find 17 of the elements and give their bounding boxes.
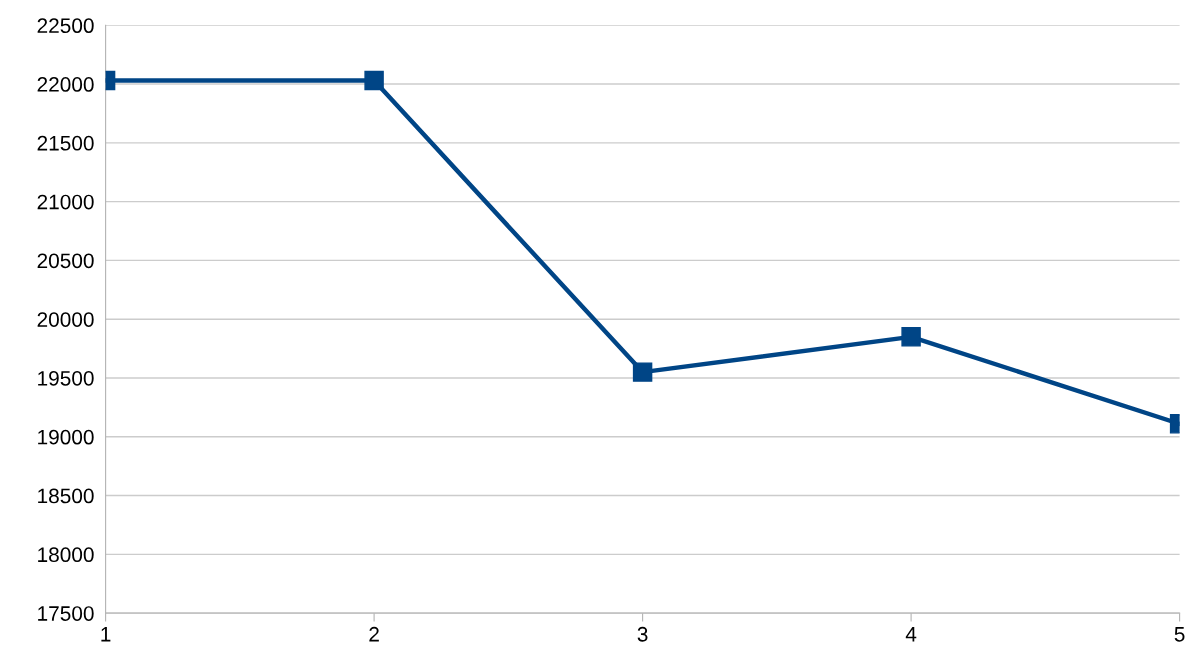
y-tick-label: 22500 [37, 18, 94, 34]
x-tick-label: 4 [905, 627, 917, 642]
y-tick-label: 22000 [37, 77, 94, 92]
point [632, 362, 653, 382]
y-tick-label: 19000 [38, 429, 94, 445]
x-tick-label: 2 [369, 626, 379, 642]
y-tick-label: 18500 [38, 488, 94, 504]
y-tick-label: 18000 [38, 547, 94, 563]
y-tick-label: 20500 [37, 253, 94, 269]
y-tick-label: 21000 [37, 194, 94, 210]
x-tick-label: 3 [637, 626, 648, 642]
x-tick-label: 1 [101, 627, 111, 642]
y-tick-label: 17500 [38, 606, 94, 621]
y-tick-label: 20000 [37, 312, 94, 327]
y-tick-label: 21500 [37, 135, 94, 151]
x-tick-label: 5 [1174, 627, 1185, 642]
y-tick-label: 19500 [38, 370, 94, 386]
